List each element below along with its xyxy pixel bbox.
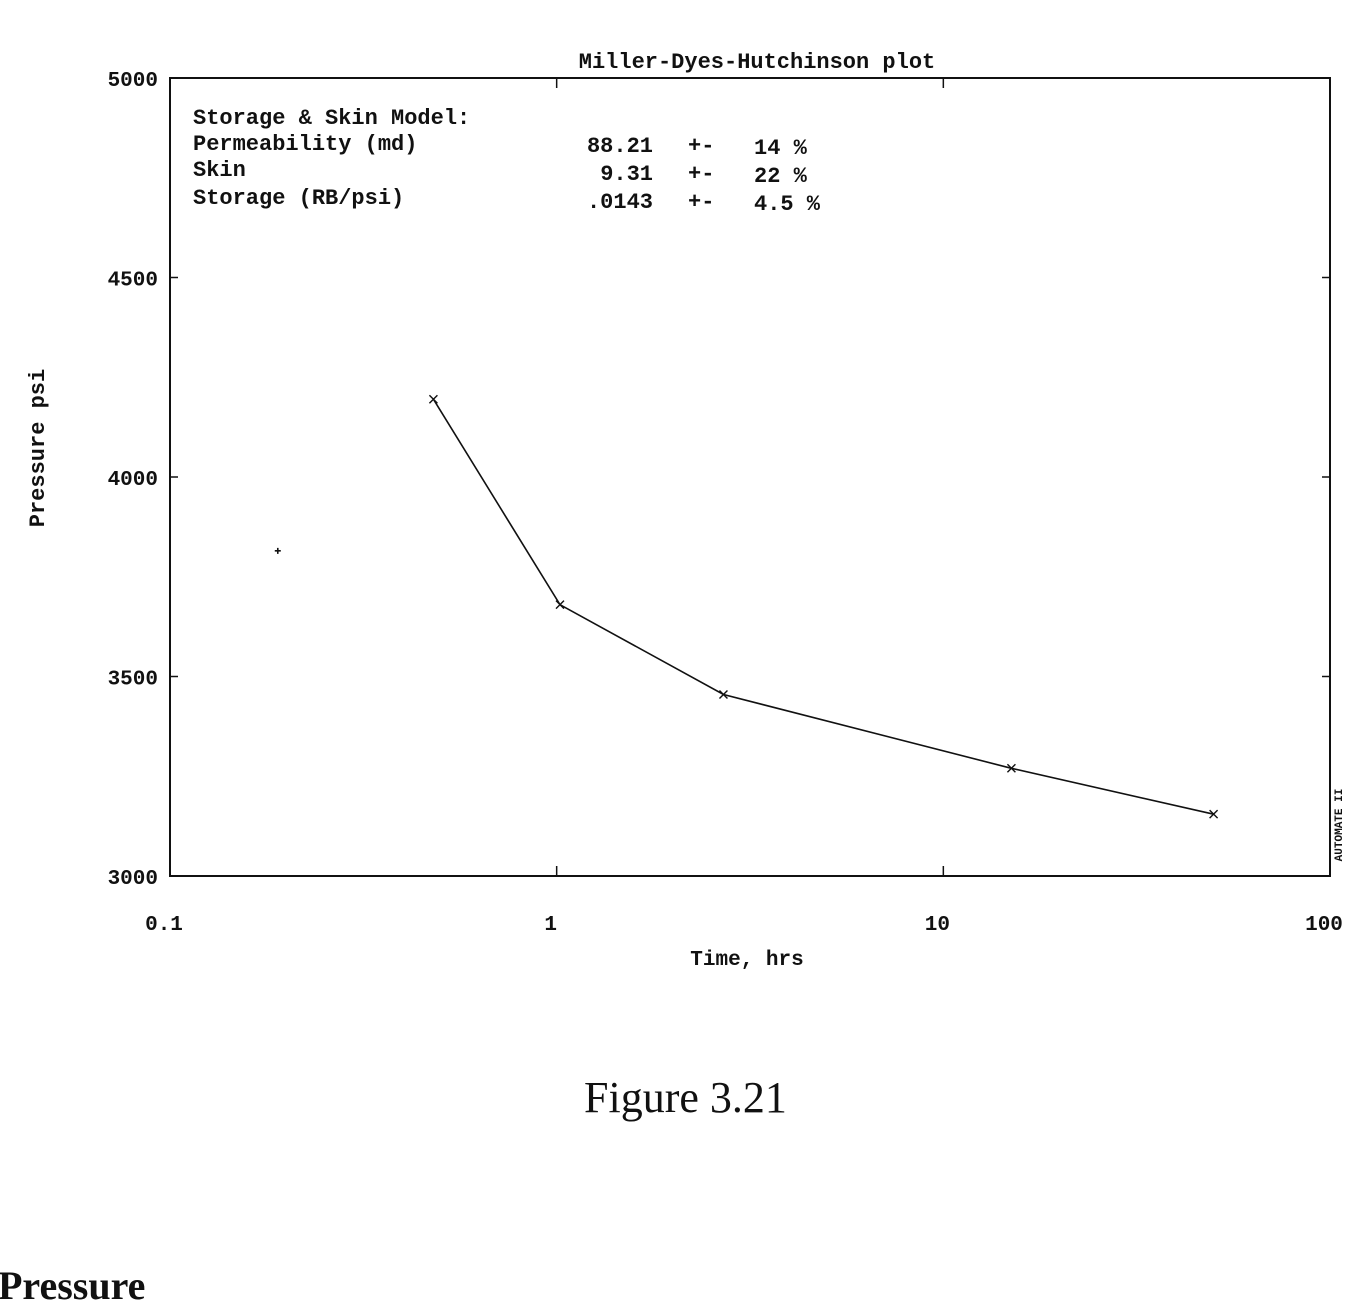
data-point (555, 600, 565, 610)
x-tick-label: 1 (544, 914, 557, 937)
automate-side-label: AUTOMATE II (1334, 789, 1346, 862)
x-tick-label: 0.1 (145, 914, 183, 937)
model-title: Storage & Skin Model: (193, 106, 470, 131)
x-axis-label: Time, hrs (690, 949, 803, 972)
stray-point (274, 547, 281, 554)
model-row-value: 88.21 (587, 134, 653, 159)
model-row-pm: +- (688, 162, 714, 187)
y-tick-label: 3000 (108, 868, 158, 891)
chart: Miller-Dyes-Hutchinson plot Time, hrs Pr… (26, 50, 1346, 972)
data-point (718, 689, 728, 699)
chart-title: Miller-Dyes-Hutchinson plot (579, 50, 935, 75)
y-tick-label: 5000 (108, 70, 158, 93)
y-axis-label: Pressure psi (26, 369, 51, 527)
model-row-value: .0143 (587, 190, 653, 215)
model-row-label: Storage (RB/psi) (193, 186, 404, 211)
model-row-label: Permeability (md) (193, 132, 417, 157)
model-row-label: Skin (193, 158, 246, 183)
model-row-error: 22 % (754, 164, 808, 189)
data-point (1006, 763, 1016, 773)
model-row-error: 14 % (754, 136, 808, 161)
figure-caption: Figure 3.21 (584, 1073, 787, 1122)
series-line (432, 398, 1214, 815)
axes: 3000 3500 4000 4500 5000 0.1 1 10 100 (108, 70, 1343, 937)
x-tick-label: 10 (925, 914, 950, 937)
series (274, 394, 1219, 819)
data-point (428, 394, 438, 404)
model-row-pm: +- (688, 190, 714, 215)
x-tick-label: 100 (1305, 914, 1343, 937)
data-point (1209, 809, 1219, 819)
model-row-error: 4.5 % (754, 192, 821, 217)
y-tick-label: 4500 (108, 270, 158, 293)
y-tick-label: 4000 (108, 469, 158, 492)
model-row-value: 9.31 (600, 162, 653, 187)
model-box: Storage & Skin Model: Permeability (md) … (193, 106, 821, 217)
section-heading: Pressure (0, 1263, 146, 1308)
model-row-pm: +- (688, 134, 714, 159)
y-tick-label: 3500 (108, 669, 158, 692)
